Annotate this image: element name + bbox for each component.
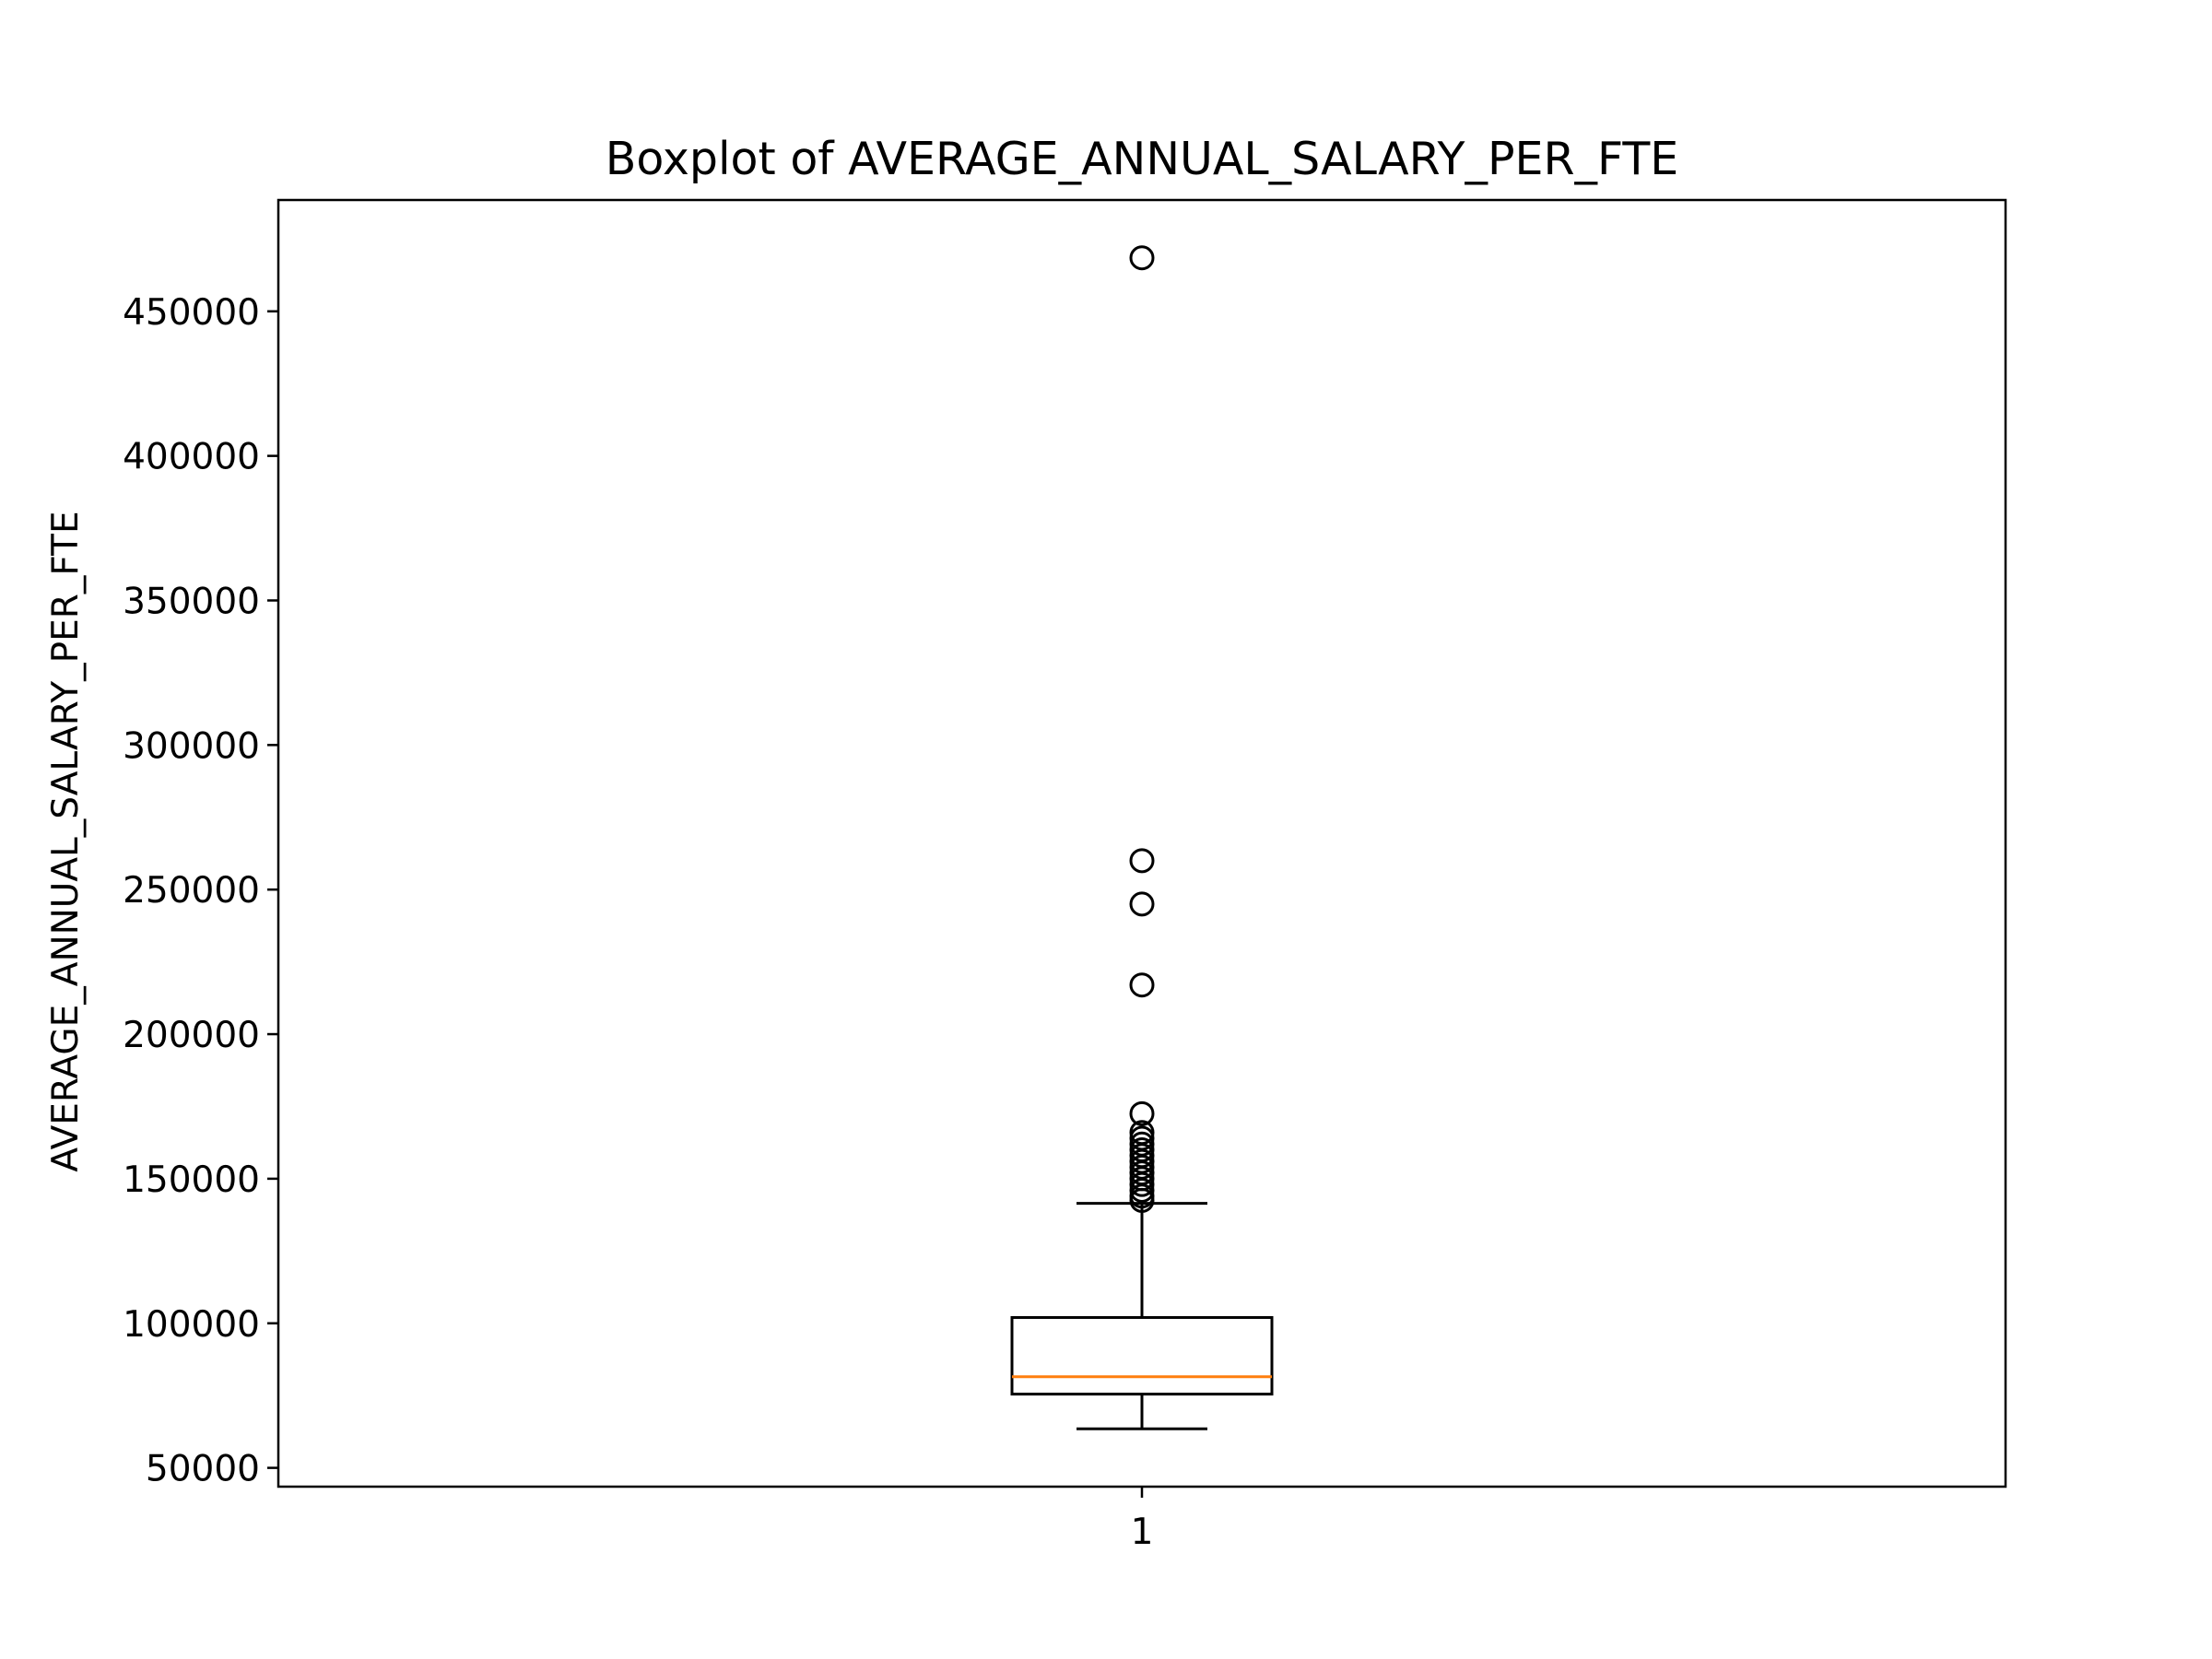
y-tick-label: 50000 [146,1449,260,1490]
x-axis-ticks: 1 [1131,1487,1154,1553]
y-tick-label: 350000 [123,581,260,622]
iqr-box [1010,1315,1274,1396]
outlier-point [1129,245,1155,271]
y-tick-label: 300000 [123,725,260,767]
y-tick-label: 150000 [123,1159,260,1201]
outlier-point [1129,891,1155,917]
y-tick-label: 100000 [123,1304,260,1346]
y-axis-ticks: 50000 100000 150000 200000 250000 300000 35000… [123,292,278,1490]
x-tick-label: 1 [1131,1512,1154,1553]
y-tick-label: 400000 [123,437,260,478]
y-axis-label: AVERAGE_ANNUAL_SALARY_PER_FTE [45,511,87,1171]
outlier-point [1129,1125,1155,1151]
outlier-point [1129,972,1155,998]
outlier-point [1129,1100,1155,1126]
y-tick-label: 200000 [123,1015,260,1056]
box-series [1010,245,1274,1430]
plot-area-frame [276,198,2007,1488]
y-tick-label: 450000 [123,292,260,334]
outlier-point [1129,848,1155,874]
y-tick-label: 250000 [123,870,260,912]
outlier-point [1129,1137,1155,1163]
outlier-point [1129,1131,1155,1157]
outlier-point [1129,1120,1155,1146]
chart-title: Boxplot of AVERAGE_ANNUAL_SALARY_PER_FTE [606,133,1679,185]
